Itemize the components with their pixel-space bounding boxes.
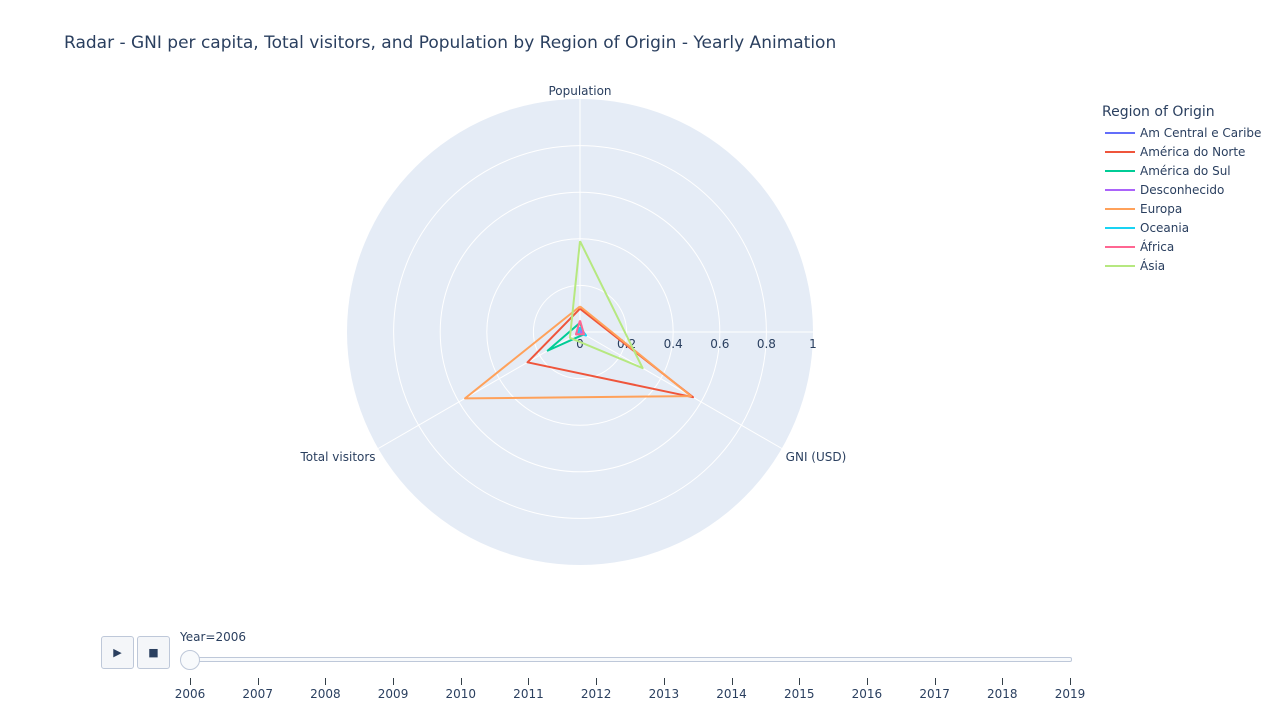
legend-item[interactable]: África: [1102, 237, 1261, 256]
slider-tick: [528, 678, 530, 685]
legend-item[interactable]: Oceania: [1102, 218, 1261, 237]
legend-label: Desconhecido: [1140, 182, 1225, 197]
slider-tick-label[interactable]: 2014: [716, 687, 747, 701]
legend: Region of Origin Am Central e Caribe Amér…: [1102, 104, 1261, 275]
play-icon: ▶: [113, 646, 122, 659]
radial-tick-label: 1: [809, 337, 817, 351]
slider-tick: [1002, 678, 1004, 685]
legend-items: Am Central e Caribe América do Norte Améri…: [1102, 123, 1261, 275]
radial-tick-label: 0.4: [664, 337, 683, 351]
legend-label: Am Central e Caribe: [1140, 125, 1262, 140]
slider-tick-label[interactable]: 2008: [310, 687, 341, 701]
stop-button[interactable]: ■: [137, 636, 170, 669]
legend-swatch: [1105, 150, 1135, 153]
legend-item[interactable]: Desconhecido: [1102, 180, 1261, 199]
slider-tick: [934, 678, 936, 685]
legend-label: América do Sul: [1140, 163, 1231, 178]
chart-title: Radar - GNI per capita, Total visitors, …: [64, 33, 837, 53]
legend-swatch: [1105, 207, 1135, 210]
slider-tick: [1070, 678, 1071, 685]
play-button[interactable]: ▶: [101, 636, 134, 669]
slider-tick-label[interactable]: 2016: [851, 687, 883, 701]
legend-swatch: [1105, 188, 1135, 191]
angular-gridline: [579, 331, 783, 449]
slider-tick: [731, 678, 733, 685]
slider-tick-label[interactable]: 2019: [1054, 687, 1086, 701]
slider-tick: [663, 678, 665, 685]
slider-tick: [257, 678, 259, 685]
stop-icon: ■: [148, 646, 159, 659]
legend-swatch: [1105, 169, 1135, 172]
legend-item[interactable]: Europa: [1102, 199, 1261, 218]
slider-handle[interactable]: [180, 650, 200, 670]
legend-swatch: [1105, 245, 1135, 248]
slider-tick: [460, 678, 462, 685]
slider-tick-label[interactable]: 2006: [174, 687, 206, 701]
slider-tick: [325, 678, 327, 685]
slider-tick-label[interactable]: 2009: [377, 687, 409, 701]
radial-tick-label: 0: [576, 337, 584, 351]
slider-tick-label[interactable]: 2007: [242, 687, 273, 701]
legend-item[interactable]: Ásia: [1102, 256, 1261, 275]
slider-tick-label[interactable]: 2018: [987, 687, 1018, 701]
legend-label: Oceania: [1140, 220, 1190, 235]
series-trace: [464, 305, 692, 400]
radial-tick-label: 0.8: [757, 337, 776, 351]
legend-item[interactable]: Am Central e Caribe: [1102, 123, 1261, 142]
slider-tick: [799, 678, 801, 685]
slider-tick: [866, 678, 868, 685]
legend-title: Region of Origin: [1102, 104, 1215, 120]
slider-current-label: Year=2006: [180, 630, 246, 644]
slider-tick-label[interactable]: 2015: [783, 687, 815, 701]
legend-label: Ásia: [1140, 258, 1166, 273]
radial-tick-label: 0.6: [710, 337, 729, 351]
series-trace: [568, 240, 644, 370]
legend-item[interactable]: América do Norte: [1102, 142, 1261, 161]
slider-tick: [596, 678, 598, 685]
legend-label: Europa: [1140, 201, 1183, 216]
slider-tick-label[interactable]: 2012: [580, 687, 612, 701]
slider-tick: [393, 678, 395, 685]
legend-item[interactable]: América do Sul: [1102, 161, 1261, 180]
angular-axis-label: Population: [548, 84, 611, 98]
legend-label: América do Norte: [1140, 144, 1246, 159]
legend-label: África: [1140, 239, 1175, 254]
legend-swatch: [1105, 226, 1135, 229]
legend-swatch: [1105, 131, 1135, 134]
slider-rail[interactable]: [190, 657, 1072, 662]
angular-axis-label: Total visitors: [299, 450, 375, 464]
slider-tick-label[interactable]: 2011: [513, 687, 544, 701]
angular-axis-label: GNI (USD): [786, 450, 847, 464]
slider-tick: [190, 678, 191, 685]
legend-swatch: [1105, 264, 1135, 267]
series-trace: [575, 320, 585, 336]
angular-gridline: [377, 331, 581, 449]
slider-tick-label[interactable]: 2010: [445, 687, 477, 701]
slider-tick-label[interactable]: 2017: [919, 687, 950, 701]
slider-tick-label[interactable]: 2013: [648, 687, 680, 701]
